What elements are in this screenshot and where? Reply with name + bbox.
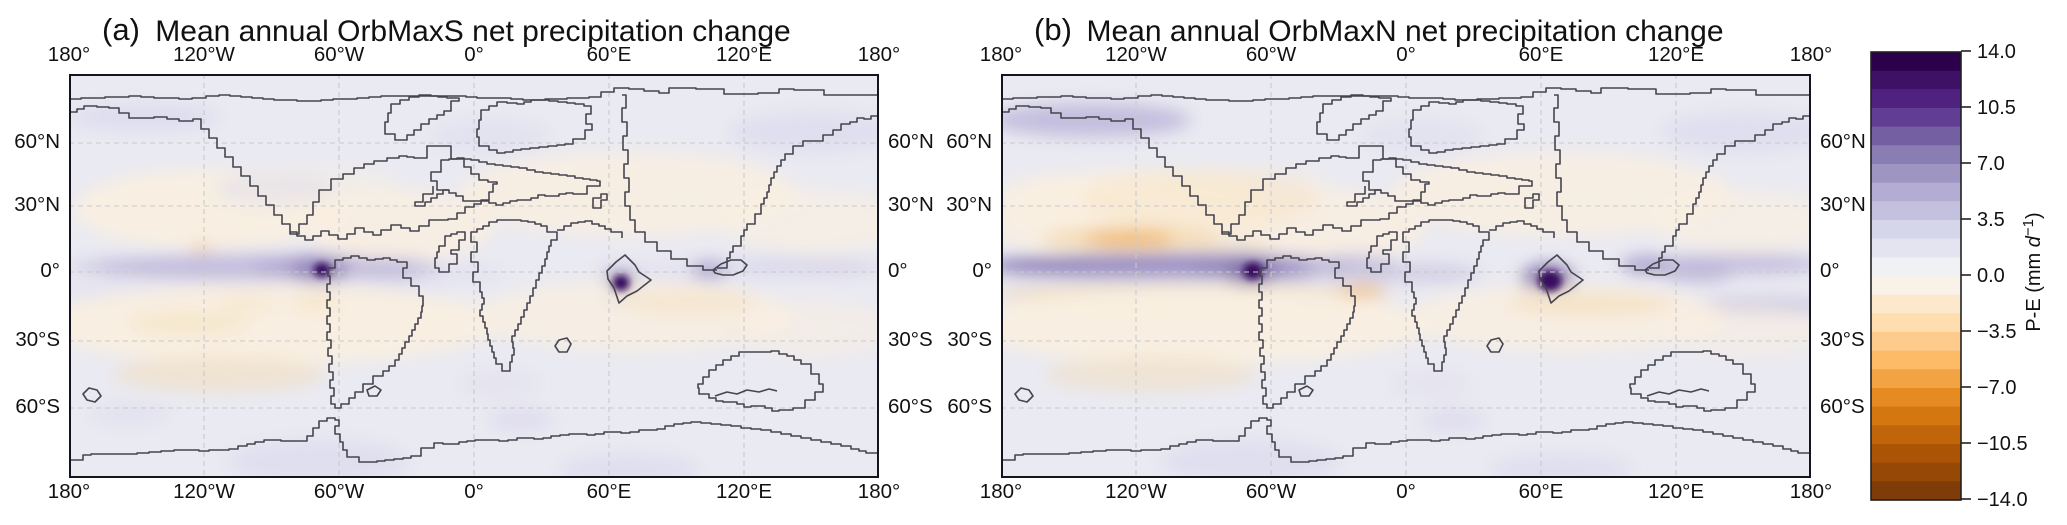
svg-text:−14.0: −14.0 bbox=[1977, 489, 2028, 511]
svg-text:14.0: 14.0 bbox=[1977, 41, 2016, 63]
svg-text:−7.0: −7.0 bbox=[1977, 377, 2016, 399]
svg-text:0.0: 0.0 bbox=[1977, 265, 2005, 287]
svg-text:7.0: 7.0 bbox=[1977, 153, 2005, 175]
svg-text:−3.5: −3.5 bbox=[1977, 321, 2016, 343]
svg-text:10.5: 10.5 bbox=[1977, 97, 2016, 119]
svg-text:3.5: 3.5 bbox=[1977, 209, 2005, 231]
svg-text:−10.5: −10.5 bbox=[1977, 433, 2028, 455]
svg-text:P-E (mm d−1): P-E (mm d−1) bbox=[2020, 212, 2045, 331]
